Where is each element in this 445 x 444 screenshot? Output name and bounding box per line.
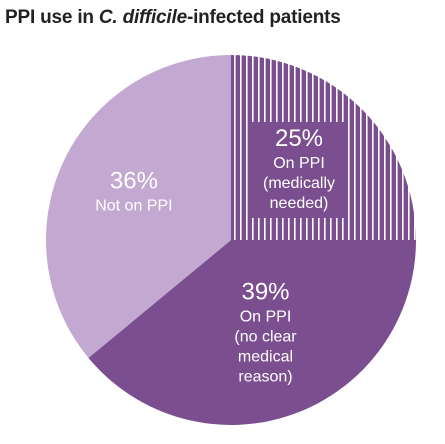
slice-percent-label: 39% [241,279,289,306]
title-text-start: PPI use in [5,7,99,28]
slice-category-label: reason) [238,369,292,386]
slice-percent-label: 36% [110,167,158,194]
chart-title: PPI use in C. difficile-infected patient… [5,7,341,29]
slice-label-background [250,122,348,218]
slice-category-label: medical [238,349,293,366]
title-text-italic: C. difficile [98,7,187,28]
slice-category-label: needed) [270,195,329,212]
pie-slice-2 [88,240,417,425]
slice-category-label: Not on PPI [95,197,172,214]
title-text-end: -infected patients [186,7,341,28]
slice-category-label: (no clear [234,329,297,346]
pie-slice-3 [46,55,231,358]
slice-category-label: (medically [263,175,335,192]
slice-category-label: On PPI [240,309,292,326]
slice-category-label: On PPI [273,155,325,172]
slice-percent-label: 25% [275,125,323,152]
